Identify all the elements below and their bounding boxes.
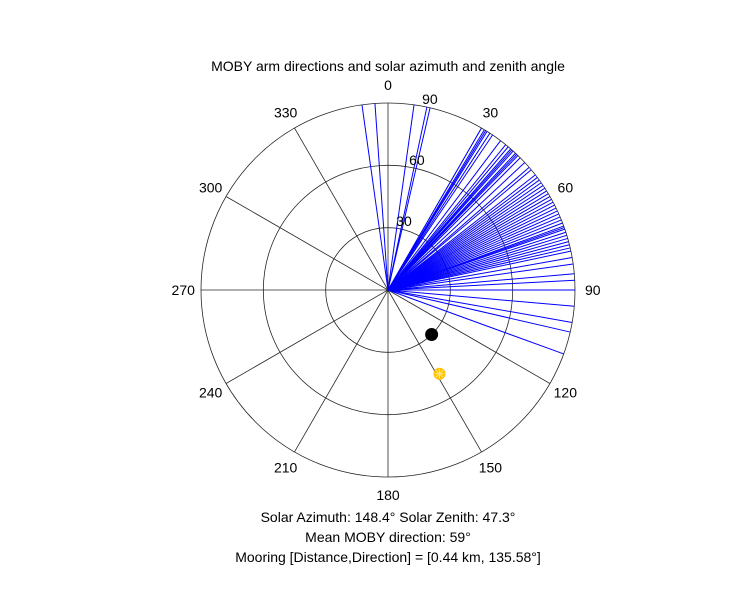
arm-line-34: [387, 201, 554, 291]
mean-direction-caption: Mean MOBY direction: 59°: [305, 529, 471, 545]
mooring-marker: [425, 328, 439, 342]
theta-tick-label: 0: [384, 77, 392, 93]
arm-line-1: [374, 103, 389, 291]
arm-line-12: [387, 144, 507, 291]
theta-tick-label: 270: [172, 282, 196, 298]
arm-line-25: [387, 177, 538, 291]
grid-spoke-330: [294, 127, 389, 291]
arm-line-35: [387, 204, 555, 291]
arm-line-26: [387, 179, 540, 291]
theta-tick-label: 60: [558, 180, 574, 196]
arm-line-2: [387, 104, 415, 291]
arm-line-54: [387, 273, 575, 291]
arm-line-60: [387, 289, 564, 355]
arm-line-53: [387, 263, 574, 291]
arm-line-39: [387, 216, 561, 291]
grid-spoke-120: [387, 289, 551, 384]
data-markers: [425, 328, 446, 380]
arm-line-47: [387, 237, 568, 291]
theta-tick-label: 180: [376, 487, 400, 503]
arm-line-52: [387, 257, 573, 291]
arm-line-11: [387, 140, 501, 291]
arm-line-46: [387, 234, 567, 291]
arm-line-0: [361, 104, 389, 291]
arm-line-19: [387, 155, 519, 291]
arm-line-58: [387, 289, 573, 323]
arm-line-51: [387, 250, 572, 291]
grid-spoke-240: [225, 289, 389, 384]
theta-tick-label: 150: [479, 459, 503, 475]
theta-tick-labels: 0 30 60 90 120 150 180 210 240 270 300 330: [172, 77, 601, 503]
arm-line-32: [387, 196, 551, 291]
arm-line-44: [387, 228, 565, 291]
arm-line-16: [387, 150, 514, 291]
theta-tick-label: 240: [199, 384, 223, 400]
arm-line-41: [387, 222, 563, 291]
theta-tick-label: 90: [585, 282, 601, 298]
theta-tick-label: 210: [274, 459, 298, 475]
theta-tick-label: 120: [554, 384, 578, 400]
arm-line-30: [387, 190, 547, 291]
arm-line-23: [387, 169, 532, 291]
arm-line-33: [387, 198, 552, 291]
arm-line-27: [387, 182, 542, 291]
solar-caption: Solar Azimuth: 148.4° Solar Zenith: 47.3…: [261, 509, 516, 525]
arm-line-57: [387, 289, 575, 307]
arm-line-24: [387, 174, 536, 291]
mooring-caption: Mooring [Distance,Direction] = [0.44 km,…: [235, 549, 541, 565]
arm-line-37: [387, 210, 558, 291]
theta-tick-label: 330: [274, 105, 298, 121]
arm-line-45: [387, 231, 567, 291]
arm-line-13: [387, 146, 509, 291]
arm-line-55: [387, 279, 575, 291]
arm-line-49: [387, 244, 570, 291]
arm-line-10: [387, 134, 493, 291]
chart-title: MOBY arm directions and solar azimuth an…: [211, 58, 565, 74]
arm-line-22: [387, 166, 530, 291]
theta-tick-label: 300: [199, 180, 223, 196]
sun-ray-3: [435, 369, 444, 378]
arm-direction-lines: [361, 103, 575, 355]
radial-tick-label: 90: [422, 91, 438, 107]
radial-tick-label: 60: [409, 152, 425, 168]
arm-line-9: [387, 132, 491, 291]
arm-line-5: [387, 127, 482, 291]
arm-line-29: [387, 187, 546, 291]
arm-line-21: [387, 162, 526, 291]
arm-line-4: [387, 107, 431, 291]
arm-line-20: [387, 157, 521, 291]
arm-line-3: [387, 106, 428, 291]
arm-line-40: [387, 219, 562, 291]
theta-tick-label: 30: [483, 105, 499, 121]
arm-line-48: [387, 241, 569, 291]
arm-line-36: [387, 207, 557, 291]
arm-line-38: [387, 213, 560, 291]
radial-tick-labels: 30 60 90: [396, 91, 438, 229]
arm-line-50: [387, 247, 571, 291]
arm-line-59: [387, 289, 571, 333]
grid-spoke-300: [225, 196, 389, 291]
arm-line-8: [387, 131, 488, 291]
arm-line-31: [387, 193, 549, 291]
sun-marker: [433, 367, 446, 380]
grid-spoke-210: [294, 289, 389, 453]
radial-tick-label: 30: [396, 213, 412, 229]
arm-line-28: [387, 185, 544, 291]
